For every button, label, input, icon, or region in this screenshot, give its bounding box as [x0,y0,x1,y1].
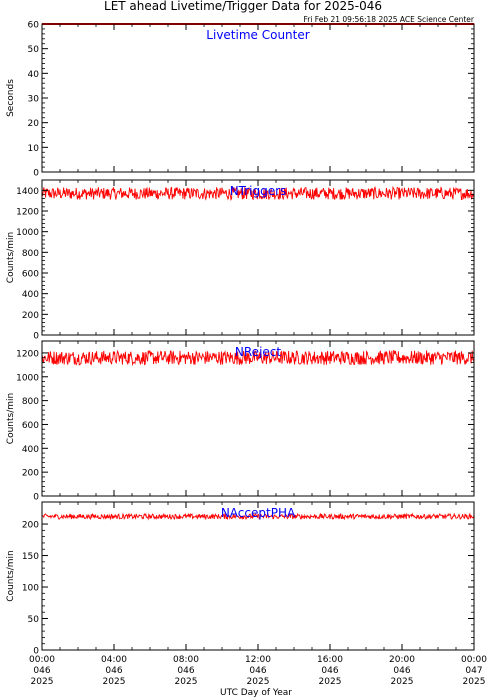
xtick-label-doy: 046 [393,666,410,676]
xtick-label-year: 2025 [319,677,342,687]
ytick-label: 50 [28,615,40,625]
xtick-label-time: 08:00 [173,655,199,665]
xtick-label-year: 2025 [463,677,486,687]
y-axis-label: Counts/min [6,393,16,444]
xtick-label-time: 00:00 [29,655,55,665]
panel-label: NReject [235,345,281,359]
xtick-label-year: 2025 [175,677,198,687]
chart-title: LET ahead Livetime/Trigger Data for 2025… [104,0,382,13]
panel-label: NAcceptPHA [221,506,296,520]
xtick-label-time: 20:00 [389,655,415,665]
ytick-label: 1000 [16,373,39,383]
xtick-label-year: 2025 [103,677,126,687]
plot-frame-3 [41,501,475,651]
panel-0: 0 10 20 30 40 50 60 Seconds Livetime Counter [6,21,475,179]
ytick-label: 60 [28,21,40,31]
xtick-label-doy: 046 [33,666,50,676]
ytick-label: 20 [28,119,40,129]
ytick-label: 600 [22,421,39,431]
panel-2: 0 200 400 600 800 1000 1200 Counts/min NReject [6,340,475,503]
panel-label: NTriggers [230,184,287,198]
ytick-label: 40 [28,70,40,80]
panels: 0 10 20 30 40 50 60 Seconds Livetime Counter 0 200… [6,21,475,657]
ytick-label: 1200 [16,349,39,359]
xtick-label-time: 04:00 [101,655,127,665]
ytick-label: 0 [33,493,39,503]
ytick-label: 100 [22,584,39,594]
xtick-label-year: 2025 [247,677,270,687]
ytick-label: 30 [28,95,40,105]
xtick-label-year: 2025 [31,677,54,687]
x-axis-label: UTC Day of Year [220,688,292,698]
xtick-label-time: 16:00 [317,655,343,665]
ytick-label: 50 [28,45,40,55]
xtick-label-time: 12:00 [245,655,271,665]
plot-frame-0 [41,23,475,173]
ytick-label: 400 [22,445,39,455]
xtick-label-doy: 046 [321,666,338,676]
xtick-label-doy: 046 [105,666,122,676]
series-line-3 [41,512,475,521]
xtick-label-doy: 046 [177,666,194,676]
ytick-label: 800 [22,397,39,407]
ytick-label: 600 [22,270,39,280]
panel-label: Livetime Counter [206,28,309,42]
ytick-label: 0 [33,169,39,179]
ytick-label: 10 [28,144,40,154]
y-axis-label: Seconds [6,79,16,117]
ytick-label: 800 [22,249,39,259]
panel-1: 0 200 400 600 800 1000 1200 1400 Counts/min NTrig… [6,179,475,342]
ytick-label: 0 [33,647,39,657]
ytick-label: 400 [22,290,39,300]
ytick-label: 200 [22,521,39,531]
xtick-label-doy: 046 [249,666,266,676]
series-line-2 [41,349,475,367]
xtick-label-year: 2025 [391,677,414,687]
x-axis: 00:00046202504:00046202508:00046202512:0… [29,655,487,687]
plot-frame-1 [41,179,475,336]
ytick-label: 0 [33,332,39,342]
ytick-label: 200 [22,311,39,321]
panel-3: 0 50 100 150 200 Counts/min NAcceptPHA [6,501,475,657]
plot-frame-2 [41,340,475,497]
ytick-label: 1200 [16,208,39,218]
series-line-1 [41,185,475,202]
ytick-label: 150 [22,552,39,562]
ytick-label: 1000 [16,228,39,238]
ytick-label: 1400 [16,187,39,197]
y-axis-label: Counts/min [6,232,16,283]
xtick-label-doy: 047 [465,666,482,676]
y-axis-label: Counts/min [6,550,16,601]
timestamp: Fri Feb 21 09:56:18 2025 ACE Science Cen… [303,15,474,24]
ytick-label: 200 [22,469,39,479]
xtick-label-time: 00:00 [461,655,487,665]
